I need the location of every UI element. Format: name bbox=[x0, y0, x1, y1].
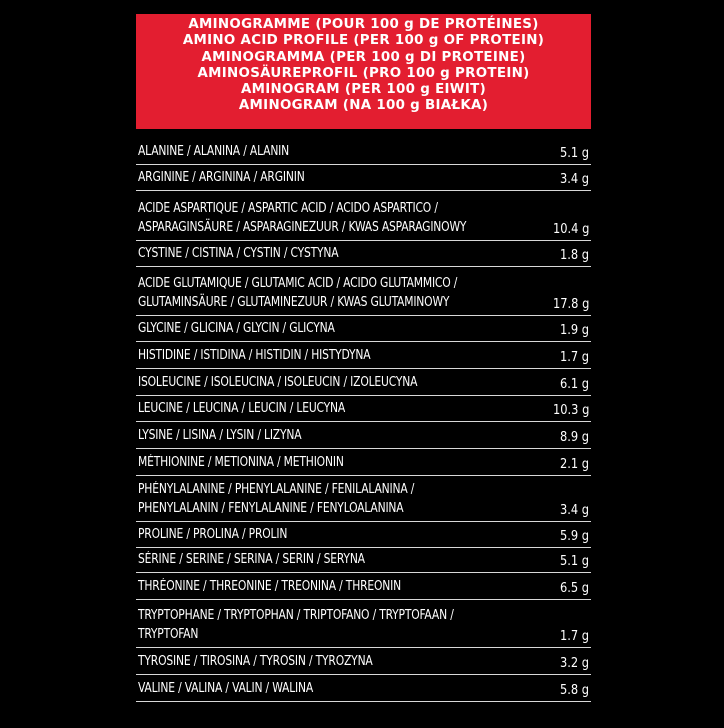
amino-acid-name: ISOLEUCINE / ISOLEUCINA / ISOLEUCIN / IZ… bbox=[138, 375, 418, 390]
amino-acid-value: 5.9 g bbox=[559, 529, 589, 544]
table-row-phenylalanine: PHÉNYLALANINE / PHENYLALANINE / FENILALA… bbox=[136, 476, 591, 522]
amino-acid-value: 1.7 g bbox=[559, 629, 589, 644]
table-row-proline: PROLINE / PROLINA / PROLIN 5.9 g bbox=[136, 522, 591, 548]
amino-acid-name: PROLINE / PROLINA / PROLIN bbox=[138, 527, 288, 542]
header-line-de: AMINOSÄUREPROFIL (PRO 100 g PROTEIN) bbox=[197, 65, 530, 81]
aminogram-header: AMINOGRAMME (POUR 100 g DE PROTÉINES) AM… bbox=[136, 14, 591, 129]
header-line-it: AMINOGRAMMA (PER 100 g DI PROTEINE) bbox=[201, 49, 526, 65]
amino-acid-value: 3.2 g bbox=[559, 656, 589, 671]
amino-acid-name: THRÉONINE / THREONINE / TREONINA / THREO… bbox=[138, 579, 402, 594]
amino-acid-name: PHÉNYLALANINE / PHENYLALANINE / FENILALA… bbox=[138, 482, 415, 516]
table-row-methionine: MÉTHIONINE / METIONINA / METHIONIN 2.1 g bbox=[136, 449, 591, 476]
table-row-isoleucine: ISOLEUCINE / ISOLEUCINA / ISOLEUCIN / IZ… bbox=[136, 369, 591, 396]
table-row-cystine: CYSTINE / CISTINA / CYSTIN / CYSTYNA 1.8… bbox=[136, 241, 591, 267]
amino-acid-value: 10.4 g bbox=[552, 222, 589, 237]
amino-acid-name: ACIDE ASPARTIQUE / ASPARTIC ACID / ACIDO… bbox=[138, 201, 467, 235]
table-row-tyrosine: TYROSINE / TIROSINA / TYROSIN / TYROZYNA… bbox=[136, 648, 591, 675]
table-row-threonine: THRÉONINE / THREONINE / TREONINA / THREO… bbox=[136, 573, 591, 600]
amino-acid-name: LEUCINE / LEUCINA / LEUCIN / LEUCYNA bbox=[138, 401, 346, 416]
table-row-aspartic-acid: ACIDE ASPARTIQUE / ASPARTIC ACID / ACIDO… bbox=[136, 191, 591, 241]
amino-acid-value: 5.1 g bbox=[559, 146, 589, 161]
amino-acid-value: 3.4 g bbox=[559, 503, 589, 518]
amino-acid-value: 6.5 g bbox=[559, 581, 589, 596]
amino-acid-value: 1.8 g bbox=[559, 248, 589, 263]
amino-acid-name: TYROSINE / TIROSINA / TYROSIN / TYROZYNA bbox=[138, 654, 373, 669]
amino-acid-value: 8.9 g bbox=[559, 430, 589, 445]
amino-acid-value: 5.8 g bbox=[559, 683, 589, 698]
table-row-serine: SÉRINE / SERINE / SERINA / SERIN / SERYN… bbox=[136, 548, 591, 573]
amino-acid-name: SÉRINE / SERINE / SERINA / SERIN / SERYN… bbox=[138, 552, 365, 567]
amino-acid-name: GLYCINE / GLICINA / GLYCIN / GLICYNA bbox=[138, 321, 335, 336]
table-row-leucine: LEUCINE / LEUCINA / LEUCIN / LEUCYNA 10.… bbox=[136, 396, 591, 422]
table-row-histidine: HISTIDINE / ISTIDINA / HISTIDIN / HISTYD… bbox=[136, 342, 591, 369]
amino-acid-value: 3.4 g bbox=[559, 172, 589, 187]
amino-acid-value: 2.1 g bbox=[559, 457, 589, 472]
amino-acid-name: MÉTHIONINE / METIONINA / METHIONIN bbox=[138, 455, 344, 470]
amino-acid-value: 17.8 g bbox=[552, 297, 589, 312]
amino-acid-value: 1.9 g bbox=[559, 323, 589, 338]
header-line-en: AMINO ACID PROFILE (PER 100 g OF PROTEIN… bbox=[182, 33, 545, 49]
table-row-arginine: ARGININE / ARGININA / ARGININ 3.4 g bbox=[136, 165, 591, 191]
amino-acid-name: VALINE / VALINA / VALIN / WALINA bbox=[138, 681, 314, 696]
table-row-alanine: ALANINE / ALANINA / ALANIN 5.1 g bbox=[136, 140, 591, 165]
amino-acid-name: ALANINE / ALANINA / ALANIN bbox=[138, 144, 290, 159]
amino-acid-name: ACIDE GLUTAMIQUE / GLUTAMIC ACID / ACIDO… bbox=[138, 276, 458, 310]
header-line-pl: AMINOGRAM (NA 100 g BIAŁKA) bbox=[238, 98, 489, 114]
table-row-valine: VALINE / VALINA / VALIN / WALINA 5.8 g bbox=[136, 675, 591, 702]
table-row-glycine: GLYCINE / GLICINA / GLYCIN / GLICYNA 1.9… bbox=[136, 316, 591, 342]
amino-acid-name: HISTIDINE / ISTIDINA / HISTIDIN / HISTYD… bbox=[138, 348, 371, 363]
table-row-tryptophan: TRYPTOPHANE / TRYPTOPHAN / TRIPTOFANO / … bbox=[136, 600, 591, 648]
amino-acid-name: TRYPTOPHANE / TRYPTOPHAN / TRIPTOFANO / … bbox=[138, 608, 454, 642]
header-line-fr: AMINOGRAMME (POUR 100 g DE PROTÉINES) bbox=[188, 17, 539, 32]
amino-acid-name: CYSTINE / CISTINA / CYSTIN / CYSTYNA bbox=[138, 246, 339, 261]
amino-acid-name: ARGININE / ARGININA / ARGININ bbox=[138, 170, 305, 185]
table-row-glutamic-acid: ACIDE GLUTAMIQUE / GLUTAMIC ACID / ACIDO… bbox=[136, 267, 591, 316]
table-row-lysine: LYSINE / LISINA / LYSIN / LIZYNA 8.9 g bbox=[136, 422, 591, 449]
amino-acid-value: 1.7 g bbox=[559, 350, 589, 365]
amino-acid-table: ALANINE / ALANINA / ALANIN 5.1 g ARGININ… bbox=[136, 140, 591, 702]
amino-acid-value: 10.3 g bbox=[552, 403, 589, 418]
header-line-nl: AMINOGRAM (PER 100 g EIWIT) bbox=[240, 82, 487, 98]
amino-acid-name: LYSINE / LISINA / LYSIN / LIZYNA bbox=[138, 428, 302, 443]
amino-acid-value: 6.1 g bbox=[559, 377, 589, 392]
amino-acid-value: 5.1 g bbox=[559, 554, 589, 569]
